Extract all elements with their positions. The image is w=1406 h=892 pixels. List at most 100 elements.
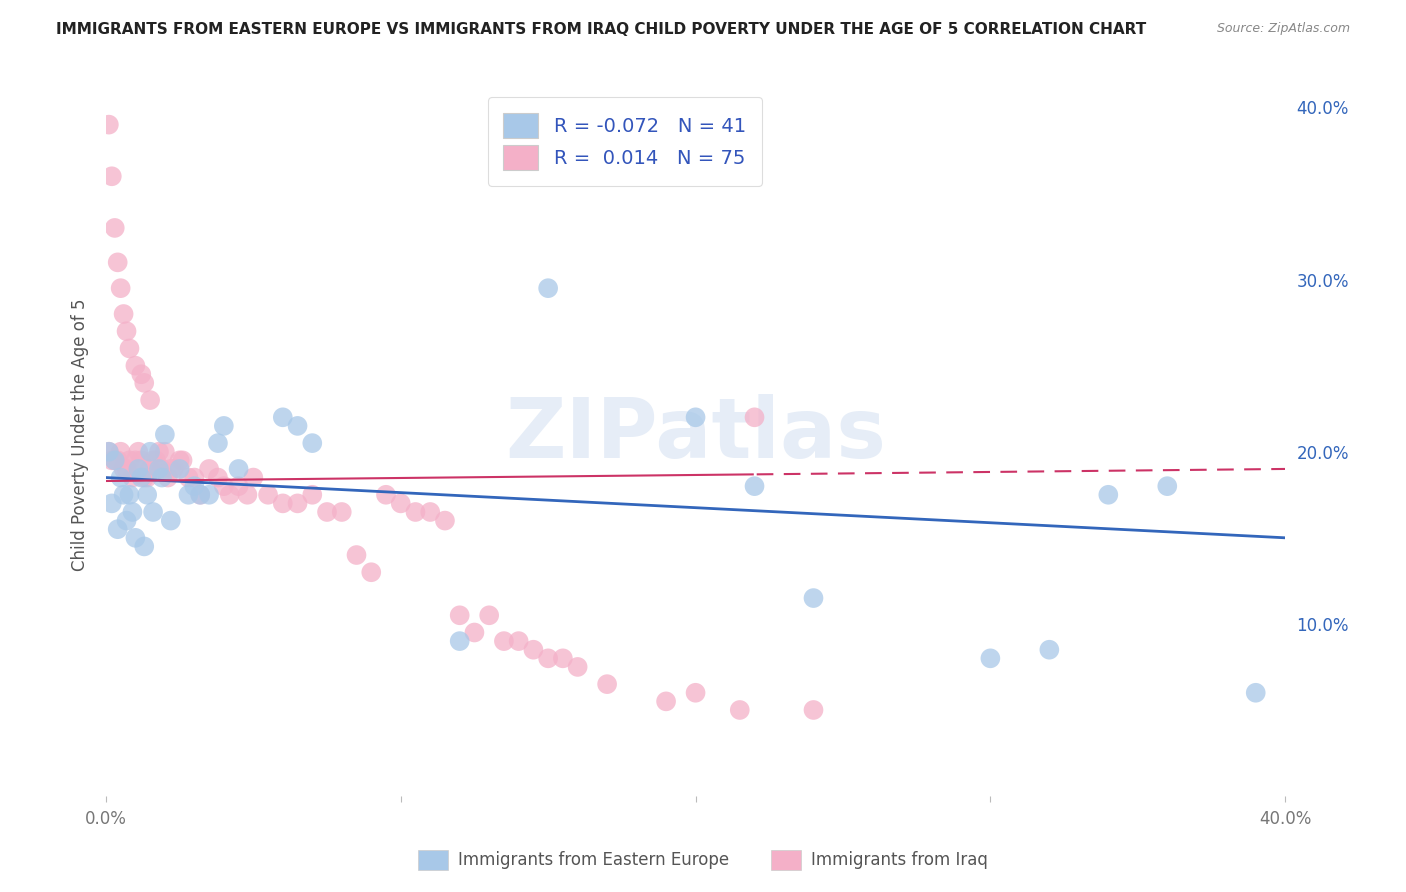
Point	[142, 453, 165, 467]
Point	[228, 462, 250, 476]
Point	[198, 462, 221, 476]
Point	[198, 488, 221, 502]
Point	[124, 359, 146, 373]
Point	[129, 453, 152, 467]
Point	[551, 651, 574, 665]
Point	[172, 453, 194, 467]
Point	[101, 496, 124, 510]
Point	[148, 462, 170, 476]
Point	[257, 488, 280, 502]
Point	[655, 694, 678, 708]
Point	[508, 634, 530, 648]
Point	[159, 514, 181, 528]
Point	[110, 281, 132, 295]
Point	[118, 453, 141, 467]
Point	[127, 444, 149, 458]
Point	[115, 514, 138, 528]
Point	[236, 488, 259, 502]
Point	[110, 470, 132, 484]
Point	[596, 677, 619, 691]
Point	[183, 479, 205, 493]
Point	[478, 608, 501, 623]
Point	[287, 496, 309, 510]
Point	[115, 462, 138, 476]
Point	[449, 634, 471, 648]
Point	[188, 488, 211, 502]
Point	[153, 427, 176, 442]
Point	[537, 281, 560, 295]
Point	[139, 393, 162, 408]
Point	[744, 410, 766, 425]
Y-axis label: Child Poverty Under the Age of 5: Child Poverty Under the Age of 5	[72, 298, 89, 571]
Point	[97, 118, 120, 132]
Point	[1244, 686, 1267, 700]
Point	[228, 479, 250, 493]
Point	[405, 505, 427, 519]
Point	[346, 548, 368, 562]
Point	[136, 470, 159, 484]
Point	[218, 488, 240, 502]
Point	[163, 462, 186, 476]
Point	[142, 505, 165, 519]
Point	[803, 591, 825, 605]
Point	[271, 410, 294, 425]
Point	[129, 470, 152, 484]
Point	[104, 453, 127, 467]
Point	[124, 531, 146, 545]
Point	[979, 651, 1001, 665]
Point	[112, 488, 135, 502]
Point	[177, 488, 200, 502]
Point	[115, 324, 138, 338]
Point	[107, 522, 129, 536]
Point	[156, 470, 179, 484]
Point	[104, 453, 127, 467]
Point	[121, 505, 143, 519]
Point	[433, 514, 456, 528]
Point	[537, 651, 560, 665]
Point	[375, 488, 398, 502]
Point	[112, 307, 135, 321]
Point	[287, 418, 309, 433]
Point	[150, 470, 173, 484]
Point	[271, 496, 294, 510]
Point	[803, 703, 825, 717]
Point	[330, 505, 353, 519]
Point	[101, 169, 124, 184]
Point	[121, 470, 143, 484]
Text: Source: ZipAtlas.com: Source: ZipAtlas.com	[1216, 22, 1350, 36]
Point	[188, 488, 211, 502]
Point	[107, 453, 129, 467]
Point	[118, 342, 141, 356]
Point	[148, 444, 170, 458]
Point	[104, 221, 127, 235]
Point	[360, 566, 382, 580]
Point	[112, 462, 135, 476]
Point	[207, 436, 229, 450]
Point	[139, 462, 162, 476]
Point	[169, 453, 191, 467]
Point	[183, 470, 205, 484]
Point	[419, 505, 441, 519]
Point	[685, 410, 707, 425]
Point	[492, 634, 515, 648]
Point	[136, 488, 159, 502]
Point	[463, 625, 485, 640]
Point	[107, 255, 129, 269]
Point	[207, 470, 229, 484]
Point	[177, 470, 200, 484]
Point	[110, 444, 132, 458]
Point	[153, 444, 176, 458]
Legend: R = -0.072   N = 41, R =  0.014   N = 75: R = -0.072 N = 41, R = 0.014 N = 75	[488, 97, 762, 186]
Point	[522, 642, 544, 657]
Point	[567, 660, 589, 674]
Point	[301, 488, 323, 502]
Point	[685, 686, 707, 700]
Point	[169, 462, 191, 476]
Point	[316, 505, 339, 519]
Point	[134, 376, 156, 390]
Point	[97, 444, 120, 458]
Point	[118, 488, 141, 502]
Text: IMMIGRANTS FROM EASTERN EUROPE VS IMMIGRANTS FROM IRAQ CHILD POVERTY UNDER THE A: IMMIGRANTS FROM EASTERN EUROPE VS IMMIGR…	[56, 22, 1146, 37]
Point	[1156, 479, 1178, 493]
Point	[449, 608, 471, 623]
